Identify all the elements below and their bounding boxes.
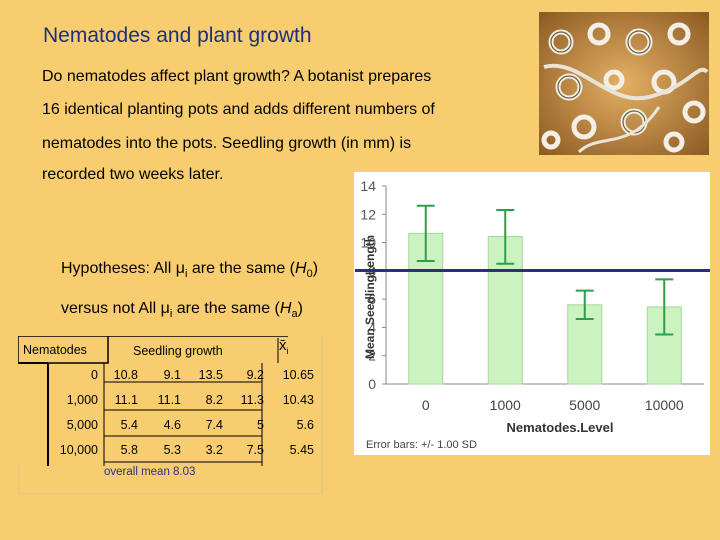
intro-line: recorded two weeks later. bbox=[42, 166, 224, 183]
y-tick-label: 2 bbox=[368, 348, 376, 364]
row-mean-cell: 10.65 bbox=[282, 368, 314, 382]
h0-subscript: 0 bbox=[306, 268, 313, 281]
growth-value-cell: 5.3 bbox=[163, 443, 181, 457]
table-grid bbox=[18, 336, 323, 494]
mu-subscript: i bbox=[169, 308, 173, 321]
y-tick-label: 6 bbox=[368, 291, 376, 307]
growth-value-cell: 10.8 bbox=[113, 368, 138, 382]
xbar-symbol: x̄ bbox=[279, 337, 287, 354]
hyp-text: ) bbox=[297, 300, 303, 317]
nematode-level-cell: 10,000 bbox=[59, 443, 98, 457]
nematode-photo bbox=[539, 12, 709, 155]
growth-value-cell: 9.2 bbox=[246, 368, 264, 382]
y-tick-label: 12 bbox=[360, 206, 376, 222]
slide-title: Nematodes and plant growth bbox=[43, 24, 312, 47]
growth-value-cell: 11.1 bbox=[114, 393, 138, 407]
x-tick-label: 10000 bbox=[645, 397, 684, 413]
x-tick-label: 5000 bbox=[569, 397, 600, 413]
y-tick-label: 10 bbox=[360, 235, 376, 251]
intro-line: nematodes into the pots. Seedling growth… bbox=[42, 135, 412, 152]
hyp-text: are the same ( bbox=[187, 260, 296, 277]
mu-symbol: μ bbox=[175, 260, 185, 277]
data-table: Nematodes Seedling growth x̄i 0 10.8 9.1 13… bbox=[18, 336, 323, 494]
hyp-text: ) bbox=[312, 260, 319, 277]
chart-footnote: Error bars: +/- 1.00 SD bbox=[366, 439, 477, 451]
y-tick-label: 4 bbox=[368, 319, 376, 335]
mu-symbol: μ bbox=[160, 300, 170, 317]
growth-value-cell: 5.4 bbox=[120, 418, 138, 432]
hypothesis-null: Hypotheses: All μi are the same (H0) bbox=[61, 260, 318, 280]
hyp-text: Hypotheses: All bbox=[61, 260, 176, 277]
x-axis-title: Nematodes.Level bbox=[507, 420, 614, 435]
growth-value-cell: 7.5 bbox=[246, 443, 264, 457]
y-tick-label: 0 bbox=[368, 376, 376, 392]
growth-value-cell: 9.1 bbox=[163, 368, 181, 382]
overall-mean-line bbox=[355, 268, 710, 272]
row-mean-cell: 5.6 bbox=[296, 418, 314, 432]
xbar-subscript: i bbox=[286, 346, 289, 356]
growth-value-cell: 3.2 bbox=[205, 443, 223, 457]
h0-symbol: H bbox=[295, 260, 307, 277]
y-axis-title: Mean SeedlingLength bbox=[363, 235, 377, 359]
growth-value-cell: 8.2 bbox=[205, 393, 223, 407]
ha-symbol: H bbox=[279, 300, 292, 317]
col-header-mean: x̄i bbox=[279, 337, 289, 356]
hyp-text: versus not All bbox=[61, 300, 161, 317]
hypothesis-alternative: versus not All μi are the same (Ha) bbox=[61, 300, 303, 320]
intro-line: 16 identical planting pots and adds diff… bbox=[42, 101, 435, 118]
nematode-level-cell: 1,000 bbox=[66, 393, 98, 407]
bar-chart: 0246810121401000500010000Mean SeedlingLe… bbox=[360, 178, 704, 451]
mu-subscript: i bbox=[184, 268, 188, 281]
row-mean-cell: 5.45 bbox=[289, 443, 314, 457]
ha-subscript: a bbox=[291, 308, 298, 321]
hyp-text: are the same ( bbox=[172, 300, 280, 317]
col-header-growth: Seedling growth bbox=[133, 344, 223, 358]
growth-value-cell: 5.8 bbox=[120, 443, 138, 457]
y-tick-label: 14 bbox=[360, 178, 376, 194]
growth-value-cell: 11.1 bbox=[157, 393, 181, 407]
chart-panel: 0246810121401000500010000Mean SeedlingLe… bbox=[354, 172, 710, 455]
growth-value-cell: 7.4 bbox=[205, 418, 223, 432]
growth-value-cell: 11.3 bbox=[240, 393, 264, 407]
growth-value-cell: 5 bbox=[257, 418, 264, 432]
nematode-level-cell: 5,000 bbox=[66, 418, 98, 432]
growth-value-cell: 13.5 bbox=[198, 368, 223, 382]
nematode-level-cell: 0 bbox=[91, 368, 98, 382]
x-tick-label: 0 bbox=[422, 397, 430, 413]
row-mean-cell: 10.43 bbox=[282, 393, 314, 407]
overall-mean-label: overall mean 8.03 bbox=[104, 466, 196, 478]
intro-line: Do nematodes affect plant growth? A bota… bbox=[42, 68, 432, 85]
growth-value-cell: 4.6 bbox=[163, 418, 181, 432]
x-tick-label: 1000 bbox=[490, 397, 521, 413]
col-header-nematodes: Nematodes bbox=[23, 343, 87, 357]
